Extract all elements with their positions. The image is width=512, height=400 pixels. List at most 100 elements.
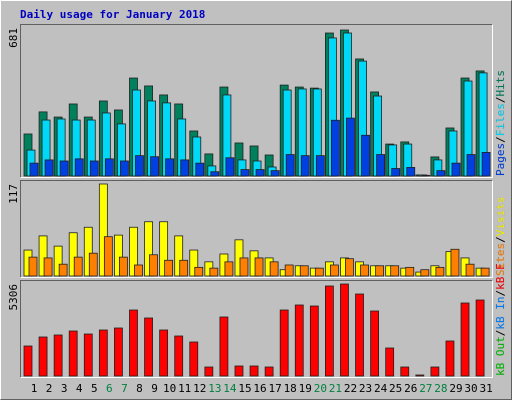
bar (405, 266, 415, 277)
bar (370, 310, 380, 377)
bar (43, 257, 53, 277)
x-tick-label: 11 (178, 382, 191, 395)
bar (114, 234, 123, 277)
bar (149, 254, 158, 277)
x-tick-label: 14 (223, 382, 237, 395)
x-tick-label: 27 (419, 382, 432, 395)
bar (299, 265, 309, 277)
legend: Sites/Visits (494, 197, 507, 277)
bar (254, 257, 264, 277)
bar (284, 264, 294, 277)
bar (225, 157, 235, 177)
y-tick-label: 5306 (7, 284, 20, 311)
bar (240, 169, 250, 177)
bar (98, 329, 108, 377)
bar (324, 285, 334, 377)
bar (400, 366, 410, 377)
bar (74, 158, 84, 177)
bar (174, 235, 184, 277)
bar (465, 263, 475, 277)
bar (150, 156, 159, 177)
bar (269, 261, 279, 277)
bar (29, 162, 39, 177)
bar (270, 170, 280, 177)
bar (38, 336, 48, 377)
bar (144, 221, 153, 277)
legend-entry: Pages (494, 143, 507, 176)
x-tick-label: 18 (284, 382, 297, 395)
legend-separator: / (494, 97, 507, 104)
x-tick-label: 23 (359, 382, 372, 395)
bar (391, 168, 401, 177)
bar (385, 347, 395, 377)
bar (189, 341, 199, 377)
bar (219, 316, 229, 377)
legend-separator: / (494, 290, 507, 297)
x-tick-label: 15 (238, 382, 251, 395)
bar (174, 335, 184, 377)
bevel (20, 280, 493, 378)
bar (435, 266, 445, 277)
bar (103, 236, 113, 277)
bar (144, 317, 153, 377)
bar (59, 160, 69, 177)
x-tick-label: 20 (314, 382, 327, 395)
bar (330, 119, 340, 177)
x-tick-label: 10 (163, 382, 176, 395)
bar (480, 267, 490, 277)
bar (129, 309, 138, 377)
bar (165, 158, 175, 177)
bar (239, 257, 249, 277)
bar (460, 302, 470, 377)
bar (355, 293, 364, 377)
bar (180, 159, 190, 177)
bar (475, 299, 485, 377)
bar (134, 264, 143, 277)
x-tick-label: 25 (389, 382, 402, 395)
bar (436, 170, 446, 177)
bar (129, 226, 138, 277)
bar (189, 249, 199, 277)
x-tick-label: 31 (479, 382, 492, 395)
x-tick-label: 12 (193, 382, 206, 395)
plot-area (20, 280, 493, 378)
x-tick-label: 24 (374, 382, 388, 395)
legend-entry: kB In (494, 297, 507, 330)
bar (375, 265, 385, 277)
legend-separator: / (494, 236, 507, 243)
bevel (20, 280, 493, 378)
bar (73, 256, 83, 277)
bar (481, 152, 491, 177)
bar (210, 171, 220, 177)
bar (38, 235, 48, 277)
x-tick-label: 8 (136, 382, 143, 395)
x-tick-label: 28 (434, 382, 447, 395)
bevel (20, 24, 493, 178)
x-tick-label: 1 (31, 382, 38, 395)
bar (104, 158, 114, 177)
bar (445, 340, 455, 377)
bar (53, 334, 63, 377)
x-tick-label: 22 (344, 382, 357, 395)
legend-entry: Visits (494, 197, 507, 237)
bar (119, 256, 128, 277)
x-tick-label: 5 (91, 382, 98, 395)
bar (209, 267, 219, 277)
bar (195, 162, 205, 177)
x-tick-label: 9 (151, 382, 158, 395)
bar (249, 365, 259, 377)
x-tick-label: 30 (464, 382, 477, 395)
bar (329, 264, 339, 277)
bar (120, 160, 129, 177)
bar (345, 258, 354, 277)
bar (346, 117, 355, 177)
bar (194, 266, 204, 277)
bevel (20, 180, 493, 278)
legend-entry: kB F (494, 263, 507, 290)
bevel (20, 24, 493, 178)
bar (89, 160, 99, 177)
bar (314, 267, 324, 277)
bar (430, 366, 440, 377)
bar (58, 263, 68, 277)
